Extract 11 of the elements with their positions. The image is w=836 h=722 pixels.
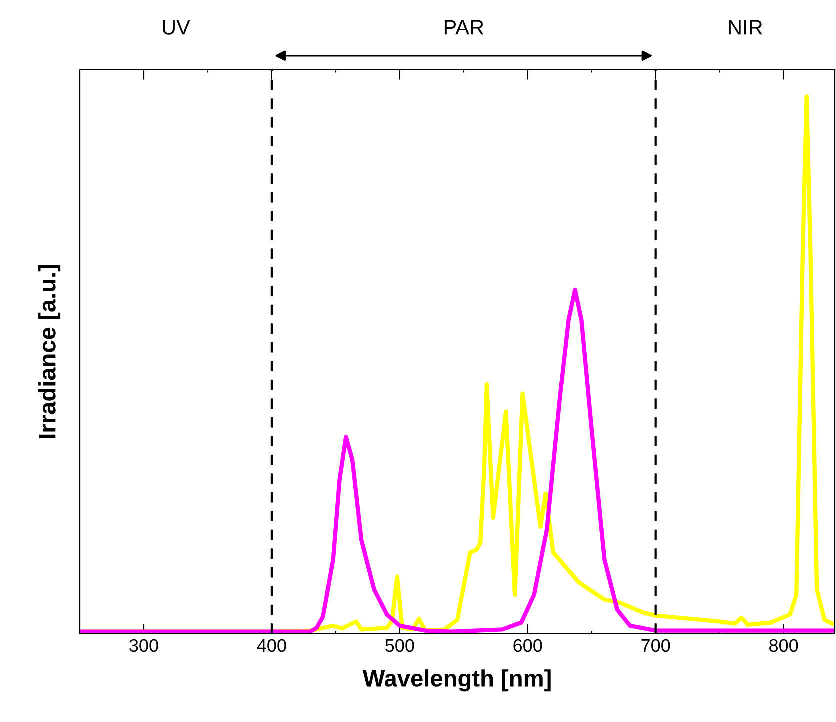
x-axis-title: Wavelength [nm] [362,670,551,692]
text: PAR [444,20,484,35]
x-tick-label: 600 [514,639,542,652]
x-tick-label: 300 [130,639,158,652]
text: NIR [729,20,762,35]
x-tick-label: 400 [257,639,286,652]
y-axis-title: Irradiance [a.u.] [38,265,61,438]
x-tick-label: 700 [642,639,670,652]
x-tick-label: 500 [386,639,414,652]
x-tick-label: 800 [770,639,798,652]
text: UV [163,20,190,35]
